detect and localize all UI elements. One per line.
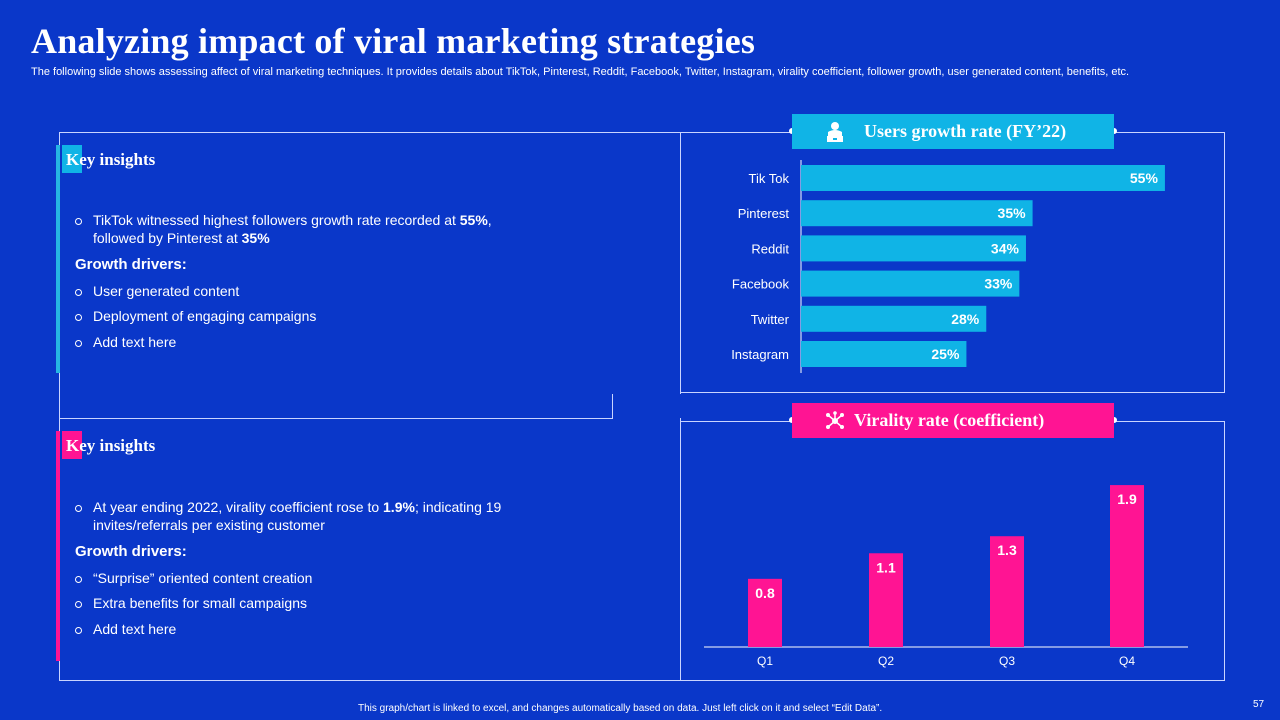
bar-twitter xyxy=(801,305,987,332)
growth-drivers-heading: Growth drivers: xyxy=(75,543,187,560)
driver-item: Deployment of engaging campaigns xyxy=(75,307,316,325)
page-subtitle: The following slide shows assessing affe… xyxy=(31,66,1130,78)
header-dot xyxy=(1111,417,1117,423)
category-label: Tik Tok xyxy=(749,171,790,186)
data-label: 25% xyxy=(931,346,960,362)
bar-q1 xyxy=(748,578,782,647)
insight-item: At year ending 2022, virality coefficien… xyxy=(75,498,545,534)
key-insights-heading: Key insights xyxy=(66,436,156,455)
data-label: 33% xyxy=(984,276,1013,292)
bar-facebook xyxy=(801,270,1020,297)
tick-label: Q3 xyxy=(999,654,1015,668)
accent-bar-pink xyxy=(56,431,60,661)
drivers-list: User generated content Deployment of eng… xyxy=(75,282,316,351)
panel-notch xyxy=(612,394,681,418)
category-label: Facebook xyxy=(732,277,790,292)
bar-instagram xyxy=(801,341,967,367)
category-label: Pinterest xyxy=(738,206,790,221)
heading-tab-blue xyxy=(62,145,82,173)
key-insights-heading: Key insights xyxy=(66,150,156,169)
bar-q2 xyxy=(869,553,903,647)
data-label: 1.9 xyxy=(1117,491,1137,507)
growth-chart-title: Users growth rate (FY’22) xyxy=(864,121,1067,141)
data-label: 1.3 xyxy=(997,542,1017,558)
data-label: 28% xyxy=(951,311,980,327)
driver-item: Add text here xyxy=(75,333,316,351)
page-title: Analyzing impact of viral marketing stra… xyxy=(31,21,756,61)
data-label: 0.8 xyxy=(755,585,775,601)
panel-divider xyxy=(59,418,613,419)
data-label: 55% xyxy=(1130,170,1159,186)
category-label: Instagram xyxy=(731,347,789,362)
network-share-icon xyxy=(826,411,844,429)
tick-label: Q4 xyxy=(1119,654,1135,668)
insight-list: At year ending 2022, virality coefficien… xyxy=(75,498,545,534)
driver-item: Extra benefits for small campaigns xyxy=(75,594,312,612)
category-label: Twitter xyxy=(751,312,790,327)
bar-reddit xyxy=(801,235,1026,262)
driver-item: “Surprise” oriented content creation xyxy=(75,569,312,587)
data-label: 1.1 xyxy=(876,559,896,575)
heading-tab-pink xyxy=(62,431,82,459)
user-laptop-icon xyxy=(827,122,843,142)
growth-chart-header: Users growth rate (FY’22) xyxy=(792,114,1114,149)
tick-label: Q1 xyxy=(757,654,773,668)
virality-chart-header: Virality rate (coefficient) xyxy=(792,403,1114,438)
driver-item: Add text here xyxy=(75,620,312,638)
bar-tik-tok xyxy=(801,165,1165,191)
bar-pinterest xyxy=(801,200,1033,227)
drivers-list: “Surprise” oriented content creation Ext… xyxy=(75,569,312,638)
data-label: 34% xyxy=(991,240,1020,256)
data-label: 35% xyxy=(998,205,1027,221)
header-dot xyxy=(1111,128,1117,134)
tick-label: Q2 xyxy=(878,654,894,668)
insight-list: TikTok witnessed highest followers growt… xyxy=(75,211,545,247)
accent-bar-blue xyxy=(56,145,60,373)
bar-q3 xyxy=(990,536,1024,647)
category-label: Reddit xyxy=(751,241,789,256)
bar-q4 xyxy=(1110,485,1144,647)
insight-item: TikTok witnessed highest followers growt… xyxy=(75,211,545,247)
virality-chart-title: Virality rate (coefficient) xyxy=(854,410,1045,430)
footnote: This graph/chart is linked to excel, and… xyxy=(358,703,883,714)
panel-notch-line xyxy=(612,394,613,419)
page-number: 57 xyxy=(1253,699,1265,710)
growth-drivers-heading: Growth drivers: xyxy=(75,256,187,273)
driver-item: User generated content xyxy=(75,282,316,300)
